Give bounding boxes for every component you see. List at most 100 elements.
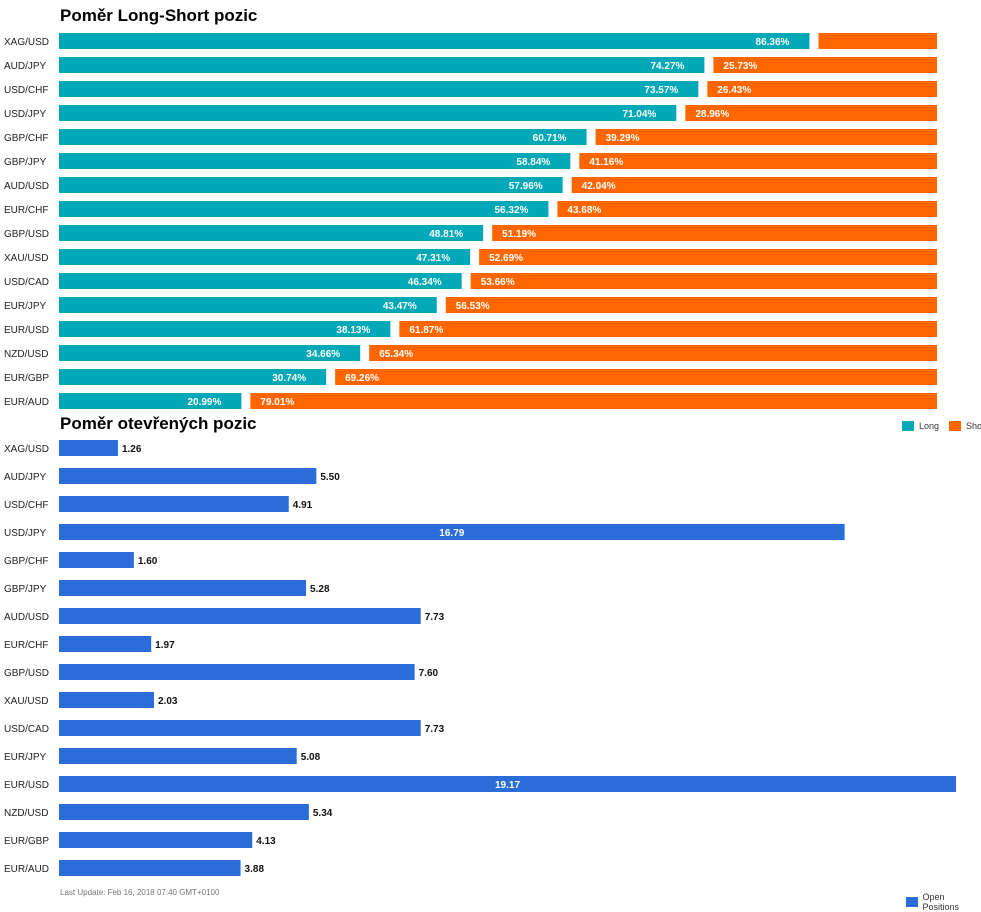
bar-short-xau-usd[interactable] bbox=[479, 249, 937, 265]
category-label-gbp-chf: GBP/CHF bbox=[4, 133, 48, 144]
category-label-xag-usd: XAG/USD bbox=[4, 37, 49, 48]
bar-short-aud-usd[interactable] bbox=[572, 177, 937, 193]
category-label-gbp-usd: GBP/USD bbox=[4, 229, 49, 240]
bar-long-eur-jpy[interactable] bbox=[59, 297, 437, 313]
legend-item-short[interactable]: Short bbox=[949, 421, 981, 431]
bar-long-aud-jpy[interactable] bbox=[59, 57, 704, 73]
label-long-usd-chf: 73.57% bbox=[644, 85, 678, 96]
label-long-gbp-chf: 60.71% bbox=[533, 133, 567, 144]
label-short-eur-aud: 79.01% bbox=[260, 397, 294, 408]
category-label-open-xag-usd: XAG/USD bbox=[4, 444, 49, 455]
label-open-xag-usd: 1.26 bbox=[122, 444, 142, 455]
bar-long-gbp-usd[interactable] bbox=[59, 225, 483, 241]
label-long-eur-usd: 38.13% bbox=[336, 325, 370, 336]
bar-short-gbp-chf[interactable] bbox=[596, 129, 937, 145]
label-long-gbp-jpy: 58.84% bbox=[516, 157, 550, 168]
category-label-open-eur-jpy: EUR/JPY bbox=[4, 752, 47, 763]
label-long-gbp-usd: 48.81% bbox=[429, 229, 463, 240]
bar-open-eur-jpy[interactable] bbox=[59, 748, 297, 764]
bar-long-aud-usd[interactable] bbox=[59, 177, 563, 193]
legend-label-open-positions: Open Positions bbox=[923, 892, 981, 912]
bar-open-aud-usd[interactable] bbox=[59, 608, 421, 624]
bar-short-gbp-usd[interactable] bbox=[492, 225, 937, 241]
label-long-aud-jpy: 74.27% bbox=[650, 61, 684, 72]
label-open-eur-gbp: 4.13 bbox=[256, 836, 276, 847]
bar-open-usd-cad[interactable] bbox=[59, 720, 421, 736]
bar-open-gbp-usd[interactable] bbox=[59, 664, 415, 680]
bar-open-xag-usd[interactable] bbox=[59, 440, 118, 456]
legend-item-long[interactable]: Long bbox=[902, 421, 939, 431]
bar-open-gbp-jpy[interactable] bbox=[59, 580, 306, 596]
legend-open-positions[interactable]: Open Positions bbox=[906, 892, 981, 912]
label-open-gbp-usd: 7.60 bbox=[419, 668, 439, 679]
legend-label-long: Long bbox=[919, 421, 939, 431]
label-open-gbp-chf: 1.60 bbox=[138, 556, 158, 567]
category-label-eur-usd: EUR/USD bbox=[4, 325, 49, 336]
category-label-eur-jpy: EUR/JPY bbox=[4, 301, 47, 312]
label-short-eur-gbp: 69.26% bbox=[345, 373, 379, 384]
category-label-open-gbp-usd: GBP/USD bbox=[4, 668, 49, 679]
bar-short-nzd-usd[interactable] bbox=[369, 345, 937, 361]
label-long-usd-cad: 46.34% bbox=[408, 277, 442, 288]
bar-long-xau-usd[interactable] bbox=[59, 249, 470, 265]
label-short-eur-usd: 61.87% bbox=[409, 325, 443, 336]
label-open-eur-aud: 3.88 bbox=[245, 864, 265, 875]
category-label-usd-chf: USD/CHF bbox=[4, 85, 48, 96]
category-label-open-eur-chf: EUR/CHF bbox=[4, 640, 48, 651]
category-label-eur-aud: EUR/AUD bbox=[4, 397, 49, 408]
label-short-aud-jpy: 25.73% bbox=[723, 61, 757, 72]
bar-short-gbp-jpy[interactable] bbox=[579, 153, 937, 169]
label-long-eur-gbp: 30.74% bbox=[272, 373, 306, 384]
label-short-eur-jpy: 56.53% bbox=[456, 301, 490, 312]
category-label-open-usd-jpy: USD/JPY bbox=[4, 528, 47, 539]
bar-short-usd-cad[interactable] bbox=[471, 273, 937, 289]
label-short-gbp-jpy: 41.16% bbox=[589, 157, 623, 168]
bar-short-eur-aud[interactable] bbox=[250, 393, 937, 409]
category-label-open-nzd-usd: NZD/USD bbox=[4, 808, 48, 819]
category-label-usd-jpy: USD/JPY bbox=[4, 109, 47, 120]
bar-long-eur-chf[interactable] bbox=[59, 201, 548, 217]
bar-open-nzd-usd[interactable] bbox=[59, 804, 309, 820]
label-open-xau-usd: 2.03 bbox=[158, 696, 178, 707]
label-short-gbp-usd: 51.19% bbox=[502, 229, 536, 240]
bar-long-xag-usd[interactable] bbox=[59, 33, 809, 49]
bar-short-eur-jpy[interactable] bbox=[446, 297, 937, 313]
legend-long-short: Long Short bbox=[902, 421, 981, 431]
bar-open-gbp-chf[interactable] bbox=[59, 552, 134, 568]
label-open-aud-usd: 7.73 bbox=[425, 612, 445, 623]
label-long-usd-jpy: 71.04% bbox=[622, 109, 656, 120]
last-update-text: Last Update: Feb 16, 2018 07:40 GMT+0100 bbox=[60, 888, 219, 897]
bar-short-eur-chf[interactable] bbox=[557, 201, 937, 217]
legend-label-short: Short bbox=[966, 421, 981, 431]
bar-short-eur-usd[interactable] bbox=[399, 321, 937, 337]
bar-open-xau-usd[interactable] bbox=[59, 692, 154, 708]
category-label-eur-gbp: EUR/GBP bbox=[4, 373, 49, 384]
label-open-eur-usd: 19.17 bbox=[495, 780, 520, 791]
category-label-eur-chf: EUR/CHF bbox=[4, 205, 48, 216]
bar-long-gbp-chf[interactable] bbox=[59, 129, 587, 145]
label-short-usd-cad: 53.66% bbox=[481, 277, 515, 288]
legend-swatch-short bbox=[949, 421, 961, 431]
label-short-usd-chf: 26.43% bbox=[717, 85, 751, 96]
label-open-gbp-jpy: 5.28 bbox=[310, 584, 330, 595]
category-label-xau-usd: XAU/USD bbox=[4, 253, 48, 264]
bar-open-eur-aud[interactable] bbox=[59, 860, 241, 876]
bar-short-eur-gbp[interactable] bbox=[335, 369, 937, 385]
bar-long-usd-jpy[interactable] bbox=[59, 105, 676, 121]
bar-open-aud-jpy[interactable] bbox=[59, 468, 316, 484]
bar-long-usd-chf[interactable] bbox=[59, 81, 698, 97]
label-long-eur-chf: 56.32% bbox=[494, 205, 528, 216]
label-short-aud-usd: 42.04% bbox=[582, 181, 616, 192]
bar-open-usd-chf[interactable] bbox=[59, 496, 289, 512]
bar-open-eur-chf[interactable] bbox=[59, 636, 151, 652]
label-short-usd-jpy: 28.96% bbox=[695, 109, 729, 120]
label-open-usd-jpy: 16.79 bbox=[439, 528, 464, 539]
category-label-open-usd-chf: USD/CHF bbox=[4, 500, 48, 511]
category-label-open-eur-gbp: EUR/GBP bbox=[4, 836, 49, 847]
bar-long-usd-cad[interactable] bbox=[59, 273, 462, 289]
bar-open-eur-gbp[interactable] bbox=[59, 832, 252, 848]
bar-short-xag-usd[interactable] bbox=[818, 33, 937, 49]
category-label-open-gbp-jpy: GBP/JPY bbox=[4, 584, 47, 595]
label-long-aud-usd: 57.96% bbox=[509, 181, 543, 192]
bar-long-gbp-jpy[interactable] bbox=[59, 153, 570, 169]
